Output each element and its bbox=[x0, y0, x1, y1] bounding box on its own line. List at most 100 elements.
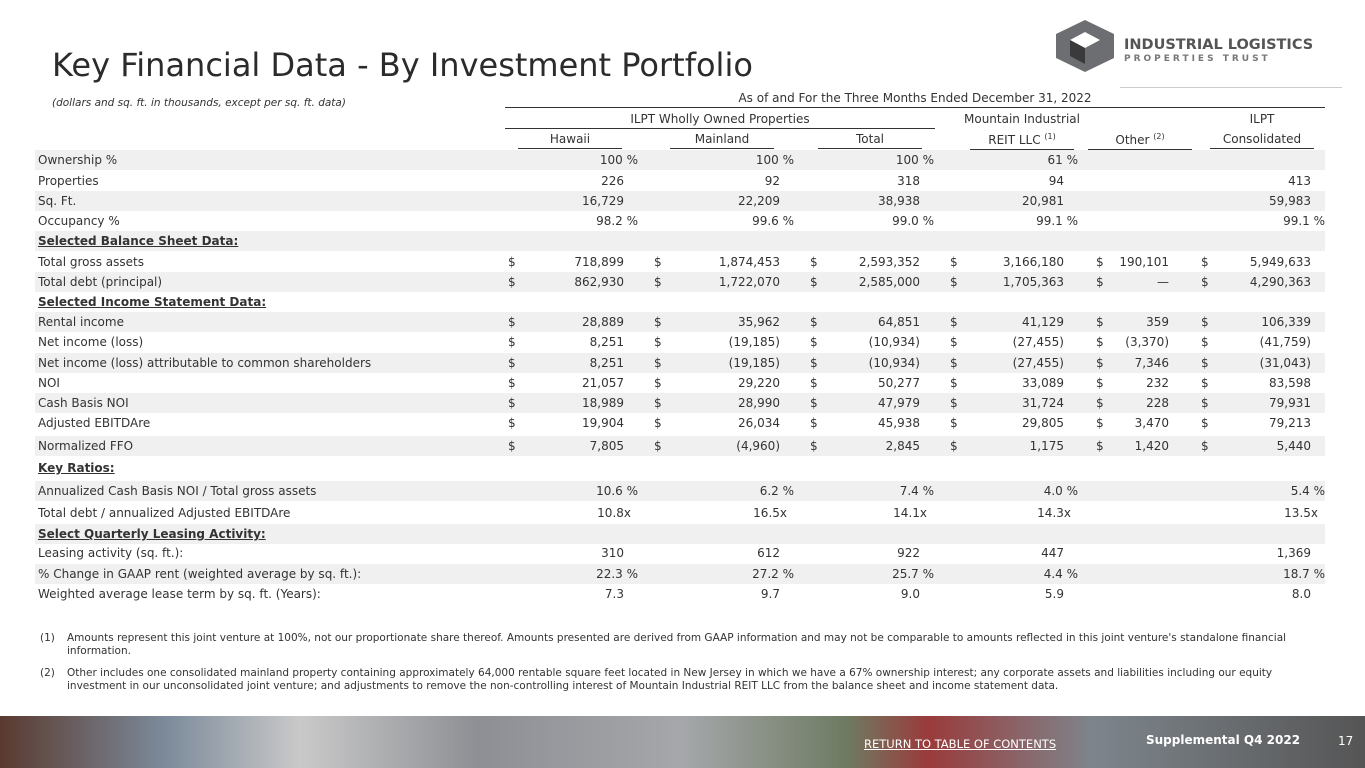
cell-value: 9.0 bbox=[900, 587, 920, 601]
currency: $ bbox=[508, 275, 516, 289]
cell-value: 45,938 bbox=[878, 416, 920, 430]
currency: $ bbox=[508, 335, 516, 349]
cell-value: 228 bbox=[1146, 396, 1169, 410]
cell-value: 99.0 % bbox=[892, 214, 934, 228]
currency: $ bbox=[508, 315, 516, 329]
row-label: Occupancy % bbox=[38, 214, 120, 228]
currency: $ bbox=[810, 416, 818, 430]
cell-value: 5,949,633 bbox=[1249, 255, 1311, 269]
column-header-top: Mountain Industrial bbox=[964, 112, 1080, 126]
currency: $ bbox=[508, 439, 516, 453]
cell-value: 14.1x bbox=[893, 506, 927, 520]
currency: $ bbox=[950, 315, 958, 329]
column-header: Total bbox=[818, 132, 922, 149]
currency: $ bbox=[950, 335, 958, 349]
column-note: (2) bbox=[1153, 132, 1165, 141]
cell-value: 318 bbox=[897, 174, 920, 188]
cell-value: 922 bbox=[897, 546, 920, 560]
cell-value: 1,175 bbox=[1029, 439, 1064, 453]
column-note: (1) bbox=[1044, 132, 1056, 141]
currency: $ bbox=[1096, 315, 1104, 329]
currency: $ bbox=[950, 356, 958, 370]
row-label: Normalized FFO bbox=[38, 439, 134, 453]
currency: $ bbox=[950, 376, 958, 390]
column-header: Consolidated bbox=[1210, 132, 1314, 149]
logo-subtext: PROPERTIES TRUST bbox=[1124, 54, 1271, 64]
cell-value: 98.2 % bbox=[596, 214, 638, 228]
section-header: Selected Balance Sheet Data: bbox=[38, 234, 239, 248]
currency: $ bbox=[950, 416, 958, 430]
period-header: As of and For the Three Months Ended Dec… bbox=[505, 91, 1325, 108]
cell-value: 7,805 bbox=[589, 439, 624, 453]
section-header: Select Quarterly Leasing Activity: bbox=[38, 527, 266, 541]
currency: $ bbox=[810, 315, 818, 329]
cell-value: 8,251 bbox=[589, 335, 624, 349]
cell-value: 6.2 % bbox=[759, 484, 794, 498]
cell-value: (19,185) bbox=[728, 356, 780, 370]
cell-value: 35,962 bbox=[738, 315, 780, 329]
currency: $ bbox=[508, 416, 516, 430]
currency: $ bbox=[508, 396, 516, 410]
currency: $ bbox=[654, 416, 662, 430]
toc-link[interactable]: RETURN TO TABLE OF CONTENTS bbox=[864, 737, 1057, 751]
row-label: Ownership % bbox=[38, 153, 118, 167]
row-stripe bbox=[35, 564, 1325, 584]
cell-value: 18,989 bbox=[582, 396, 624, 410]
row-label: Total debt / annualized Adjusted EBITDAr… bbox=[38, 506, 291, 520]
cell-value: 413 bbox=[1288, 174, 1311, 188]
currency: $ bbox=[810, 396, 818, 410]
cell-value: 99.1 % bbox=[1283, 214, 1325, 228]
cell-value: (31,043) bbox=[1259, 356, 1311, 370]
currency: $ bbox=[654, 275, 662, 289]
cell-value: 92 bbox=[764, 174, 780, 188]
currency: $ bbox=[654, 335, 662, 349]
cell-value: 5,440 bbox=[1276, 439, 1311, 453]
row-stripe bbox=[35, 272, 1325, 292]
cell-value: 47,979 bbox=[878, 396, 920, 410]
cell-value: — bbox=[1157, 275, 1169, 289]
row-label: % Change in GAAP rent (weighted average … bbox=[38, 567, 362, 581]
currency: $ bbox=[1096, 356, 1104, 370]
currency: $ bbox=[1201, 396, 1209, 410]
logo-icon bbox=[1056, 20, 1114, 72]
cell-value: 16,729 bbox=[582, 194, 624, 208]
cell-value: (41,759) bbox=[1259, 335, 1311, 349]
currency: $ bbox=[810, 275, 818, 289]
cell-value: (3,370) bbox=[1125, 335, 1169, 349]
row-label: Total gross assets bbox=[38, 255, 144, 269]
currency: $ bbox=[654, 439, 662, 453]
cell-value: 79,931 bbox=[1269, 396, 1311, 410]
cell-value: 5.9 bbox=[1044, 587, 1064, 601]
currency: $ bbox=[1201, 255, 1209, 269]
cell-value: 310 bbox=[601, 546, 624, 560]
column-name: REIT LLC bbox=[988, 133, 1041, 147]
cell-value: 1,722,070 bbox=[718, 275, 780, 289]
row-label: Sq. Ft. bbox=[38, 194, 77, 208]
cell-value: 8.0 bbox=[1291, 587, 1311, 601]
cell-value: (10,934) bbox=[868, 356, 920, 370]
cell-value: 14.3x bbox=[1037, 506, 1071, 520]
row-label: Net income (loss) bbox=[38, 335, 144, 349]
currency: $ bbox=[810, 376, 818, 390]
cell-value: 447 bbox=[1041, 546, 1064, 560]
footnote-mark: (2) bbox=[40, 667, 55, 679]
cell-value: 33,089 bbox=[1022, 376, 1064, 390]
cell-value: 59,983 bbox=[1269, 194, 1311, 208]
row-stripe bbox=[35, 353, 1325, 373]
footnote-text: Other includes one consolidated mainland… bbox=[67, 667, 1273, 692]
cell-value: 83,598 bbox=[1269, 376, 1311, 390]
column-name: Mainland bbox=[694, 132, 750, 146]
currency: $ bbox=[654, 376, 662, 390]
cell-value: (27,455) bbox=[1012, 335, 1064, 349]
cell-value: 94 bbox=[1048, 174, 1064, 188]
cell-value: 4.0 % bbox=[1043, 484, 1078, 498]
currency: $ bbox=[950, 275, 958, 289]
currency: $ bbox=[1201, 335, 1209, 349]
row-label: Annualized Cash Basis NOI / Total gross … bbox=[38, 484, 317, 498]
cell-value: 106,339 bbox=[1261, 315, 1311, 329]
cell-value: 8,251 bbox=[589, 356, 624, 370]
currency: $ bbox=[1201, 356, 1209, 370]
cell-value: 100 % bbox=[895, 153, 934, 167]
cell-value: 4.4 % bbox=[1043, 567, 1078, 581]
